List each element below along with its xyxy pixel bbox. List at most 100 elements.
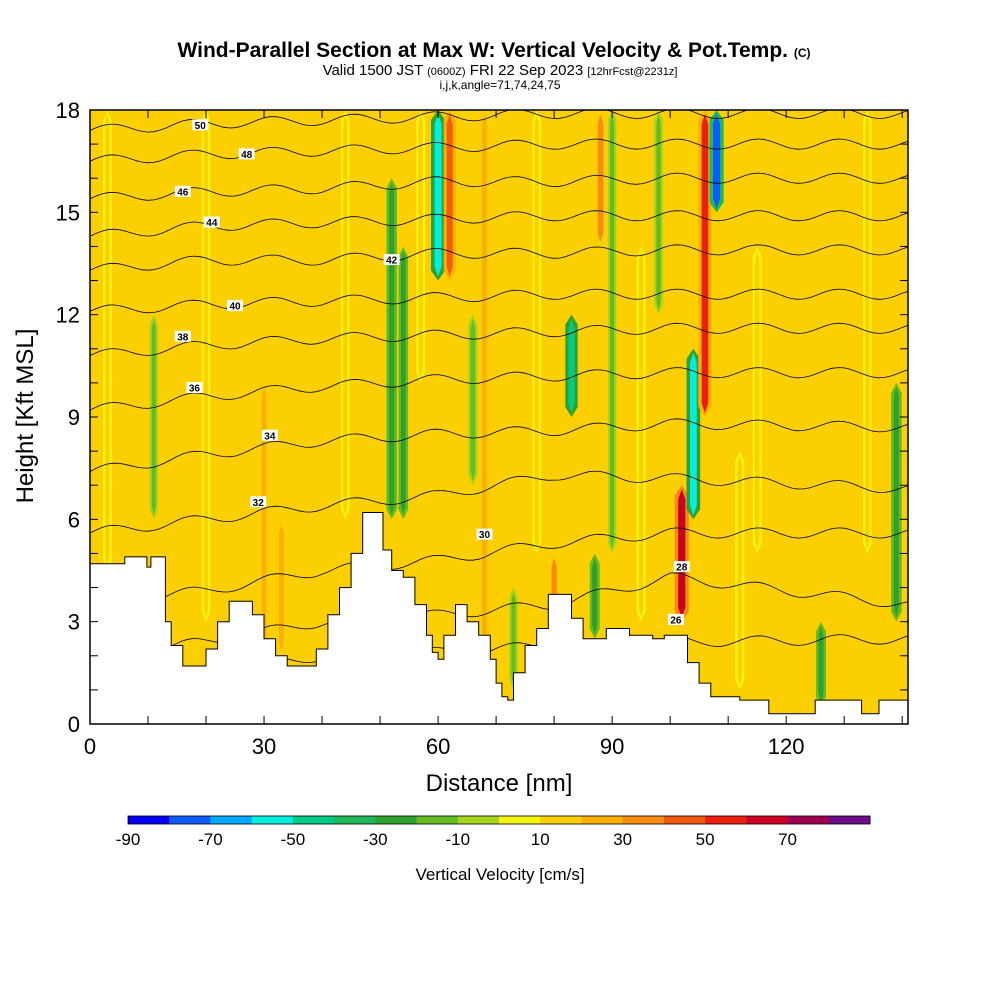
contour-label-box [476, 528, 493, 540]
colorbar-swatch [210, 816, 253, 824]
w-band-core [865, 114, 870, 550]
colorbar-swatch [292, 816, 335, 824]
x-tick-label: 120 [768, 734, 805, 759]
isentrope-48 [90, 138, 908, 164]
y-tick-labels: 0 3 6 9 12 15 18 [56, 98, 80, 737]
x-tick-label: 60 [426, 734, 450, 759]
chart-subtitle-indices: i,j,k,angle=71,74,24,75 [439, 78, 560, 92]
w-band-core [568, 318, 575, 413]
w-band-core [343, 114, 348, 516]
colorbar-label: 50 [696, 830, 715, 849]
contour-label-box [667, 613, 684, 625]
colorbar-swatch [828, 816, 871, 824]
y-tick-label: 9 [68, 405, 80, 430]
w-band-core [656, 114, 661, 311]
plot-background [90, 110, 908, 724]
colorbar-label: -90 [116, 830, 141, 849]
w-band-core [592, 557, 598, 635]
isentrope-42 [90, 244, 908, 271]
y-tick-label: 0 [68, 712, 80, 737]
isentrope-38 [90, 322, 908, 356]
contour-label-34: 34 [264, 431, 276, 442]
contour-label-box [186, 382, 203, 394]
x-tick-label: 0 [84, 734, 96, 759]
axis-ticks [90, 110, 908, 724]
colorbar-swatch [499, 816, 541, 824]
colorbar-swatch [746, 816, 789, 824]
w-band-core [434, 114, 442, 277]
w-band-core [105, 114, 110, 567]
terrain-mask [90, 512, 908, 724]
title-copyright-mark: (C) [794, 46, 811, 60]
isentrope-36 [90, 367, 908, 411]
colorbar-label: 10 [531, 830, 550, 849]
w-band-core [418, 114, 423, 379]
isentrope-32 [90, 470, 908, 534]
w-band-core [389, 182, 395, 516]
contour-label-38: 38 [177, 332, 189, 343]
contour-label-box [673, 561, 690, 573]
contour-label-box [227, 300, 244, 312]
y-tick-label: 3 [68, 610, 80, 635]
y-tick-label: 18 [56, 98, 80, 123]
potential-temperature-contours [90, 110, 908, 691]
contour-label-box [174, 330, 191, 342]
x-tick-labels: 0 30 60 90 120 [84, 734, 805, 759]
contour-label-box [238, 148, 255, 160]
contour-label-44: 44 [206, 218, 218, 229]
colorbar-swatch [128, 816, 170, 824]
colorbar-label: 30 [613, 830, 632, 849]
isentrope-30 [90, 527, 908, 602]
w-band-core [818, 625, 824, 703]
y-tick-label: 12 [56, 303, 80, 328]
colorbar-swatch [416, 816, 459, 824]
w-band-core [597, 114, 604, 243]
contour-label-box [250, 496, 267, 508]
contour-labels: 26 28 30 32 34 36 38 40 42 44 46 48 50 [174, 119, 690, 626]
contour-label-46: 46 [177, 187, 189, 198]
contour-label-40: 40 [229, 302, 241, 313]
w-band-core [701, 114, 709, 413]
contour-label-42: 42 [386, 256, 398, 267]
w-band-core [754, 250, 760, 550]
colorbar-swatch [334, 816, 376, 824]
chart-title: Wind-Parallel Section at Max W: Vertical… [177, 39, 810, 62]
w-band-core [261, 386, 267, 652]
contour-label-32: 32 [253, 498, 265, 509]
w-band-core [678, 489, 686, 618]
contour-label-30: 30 [479, 530, 491, 541]
colorbar-swatch [705, 816, 747, 824]
colorbar-label: -70 [198, 830, 223, 849]
isentrope-44 [90, 210, 908, 237]
w-band-core [638, 250, 644, 618]
colorbar-swatch [457, 816, 500, 824]
contour-label-36: 36 [189, 384, 201, 395]
w-band-core [689, 352, 697, 516]
w-band-core [893, 386, 900, 618]
contour-label-box [203, 216, 220, 228]
colorbar-label: 70 [778, 830, 797, 849]
colorbar-swatch [622, 816, 665, 824]
w-band-core [279, 523, 284, 652]
contour-label-48: 48 [241, 150, 253, 161]
colorbar-swatch [540, 816, 582, 824]
w-band-core [511, 591, 516, 686]
colorbar-swatch [375, 816, 418, 824]
colorbar-swatch [787, 816, 830, 824]
contour-label-box [261, 429, 278, 441]
colorbar-swatch [251, 816, 294, 824]
w-band-core [151, 318, 156, 516]
isentrope-46 [90, 172, 908, 201]
x-tick-label: 90 [600, 734, 624, 759]
isentrope-40 [90, 288, 908, 314]
isentrope-50 [90, 110, 908, 133]
y-tick-label: 6 [68, 507, 80, 532]
contour-label-50: 50 [195, 121, 207, 132]
colorbar [127, 815, 871, 825]
contour-label-box [383, 254, 400, 266]
vertical-velocity-field [103, 110, 902, 707]
colorbar-label: -30 [363, 830, 388, 849]
colorbar-frame [127, 815, 871, 825]
w-band-core [482, 114, 487, 652]
isentrope-34 [90, 418, 908, 472]
